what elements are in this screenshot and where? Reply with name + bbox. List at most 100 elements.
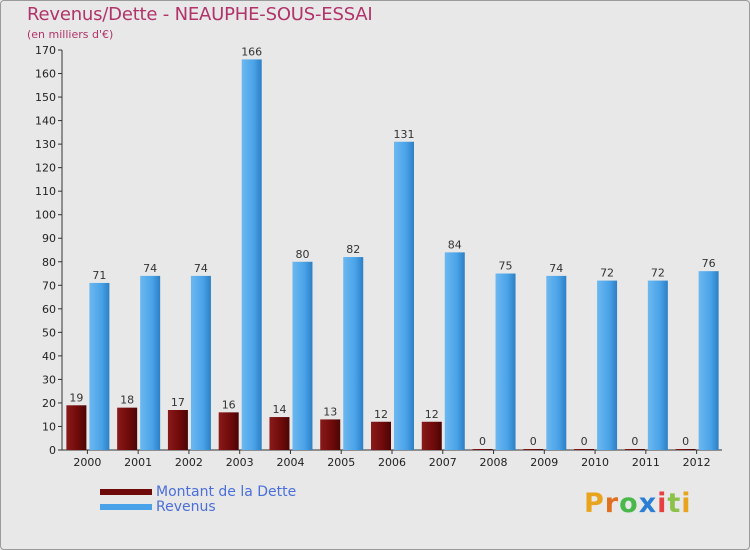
bar-dette — [523, 449, 544, 450]
data-label-revenus: 74 — [143, 262, 157, 275]
bar-dette — [624, 449, 645, 450]
x-tick-label: 2001 — [124, 456, 152, 469]
bar-dette — [421, 421, 442, 450]
x-tick-label: 2007 — [429, 456, 457, 469]
data-label-dette: 0 — [682, 435, 689, 448]
y-tick-label: 90 — [42, 232, 56, 245]
bar-revenus — [546, 275, 567, 450]
bar-dette — [675, 449, 696, 450]
chart-title: Revenus/Dette - NEAUPHE-SOUS-ESSAI — [27, 4, 373, 25]
bar-revenus — [597, 280, 618, 450]
bar-revenus — [647, 280, 668, 450]
legend-label-dette: Montant de la Dette — [156, 484, 297, 500]
y-tick-label: 160 — [35, 68, 56, 81]
x-tick-label: 2012 — [683, 456, 711, 469]
data-label-revenus: 131 — [394, 128, 415, 141]
bar-dette — [472, 449, 493, 450]
logo-letter: r — [604, 488, 620, 519]
y-tick-label: 10 — [42, 420, 56, 433]
y-tick-label: 140 — [35, 115, 56, 128]
data-label-revenus: 72 — [600, 267, 614, 280]
y-tick-label: 50 — [42, 326, 56, 339]
logo-letter: P — [584, 488, 605, 519]
bar-dette — [320, 419, 341, 450]
bar-dette — [66, 405, 87, 450]
x-tick-label: 2003 — [226, 456, 254, 469]
data-label-revenus: 74 — [549, 262, 563, 275]
y-tick-label: 120 — [35, 162, 56, 175]
y-tick-label: 0 — [49, 444, 56, 457]
data-label-dette: 14 — [272, 403, 286, 416]
x-tick-label: 2005 — [327, 456, 355, 469]
legend-swatch-revenus — [100, 504, 152, 510]
data-label-dette: 17 — [171, 396, 185, 409]
bar-revenus — [292, 261, 313, 450]
bar-dette — [167, 410, 188, 450]
bar-revenus — [495, 273, 516, 450]
x-tick-label: 2006 — [378, 456, 406, 469]
bar-revenus — [394, 141, 414, 450]
data-label-revenus: 166 — [241, 45, 262, 58]
logo-letter: t — [667, 488, 682, 519]
data-label-dette: 18 — [120, 394, 134, 407]
bar-dette — [574, 449, 595, 450]
data-label-dette: 0 — [631, 435, 638, 448]
bar-revenus — [444, 252, 465, 450]
legend-swatch-dette — [100, 489, 152, 495]
x-tick-label: 2011 — [632, 456, 660, 469]
bar-revenus — [140, 275, 161, 450]
bar-dette — [269, 417, 290, 450]
y-tick-label: 40 — [42, 350, 56, 363]
data-label-dette: 19 — [69, 391, 83, 404]
bar-revenus — [190, 275, 211, 450]
x-tick-label: 2008 — [480, 456, 508, 469]
data-label-dette: 0 — [581, 435, 588, 448]
bar-chart: 0102030405060708090100110120130140150160… — [35, 44, 722, 469]
y-tick-label: 20 — [42, 397, 56, 410]
y-tick-label: 100 — [35, 209, 56, 222]
data-label-revenus: 76 — [702, 257, 716, 270]
x-tick-label: 2000 — [73, 456, 101, 469]
logo-letter: o — [619, 488, 639, 519]
y-tick-label: 170 — [35, 44, 56, 57]
data-label-revenus: 80 — [295, 248, 309, 261]
x-tick-label: 2009 — [530, 456, 558, 469]
logo-letter: i — [681, 488, 692, 519]
bar-dette — [371, 421, 391, 450]
data-label-revenus: 71 — [92, 269, 106, 282]
y-tick-label: 110 — [35, 185, 56, 198]
logo-letter: x — [638, 488, 658, 519]
proxiti-logo: Proxiti — [584, 488, 692, 519]
data-labels: 19 71 18 74 17 74 16 166 14 80 13 82 12 131 12 84 0 75 0 74… — [69, 45, 715, 448]
x-tick-label: 2004 — [276, 456, 304, 469]
y-tick-label: 30 — [42, 373, 56, 386]
data-label-dette: 12 — [374, 408, 388, 421]
bar-dette — [218, 412, 239, 450]
legend-label-revenus: Revenus — [156, 499, 216, 515]
data-label-revenus: 74 — [194, 262, 208, 275]
chart-subtitle: (en milliers d'€) — [27, 28, 114, 41]
bar-revenus — [241, 59, 262, 450]
y-tick-label: 80 — [42, 256, 56, 269]
data-label-dette: 16 — [222, 398, 236, 411]
data-label-revenus: 72 — [651, 267, 665, 280]
data-label-revenus: 75 — [499, 260, 513, 273]
y-tick-label: 130 — [35, 138, 56, 151]
y-tick-label: 150 — [35, 91, 56, 104]
data-label-dette: 12 — [425, 408, 439, 421]
x-tick-label: 2010 — [581, 456, 609, 469]
x-tick-label: 2002 — [175, 456, 203, 469]
axes: 0102030405060708090100110120130140150160… — [35, 44, 722, 469]
data-label-dette: 0 — [530, 435, 537, 448]
bar-revenus — [343, 257, 364, 450]
bar-revenus — [698, 271, 719, 450]
logo-letter: i — [657, 488, 668, 519]
data-label-dette: 0 — [479, 435, 486, 448]
bar-dette — [117, 407, 138, 450]
bar-revenus — [89, 282, 110, 450]
y-tick-label: 60 — [42, 303, 56, 316]
data-label-revenus: 84 — [448, 238, 462, 251]
data-label-revenus: 82 — [346, 243, 360, 256]
bars — [66, 59, 719, 450]
